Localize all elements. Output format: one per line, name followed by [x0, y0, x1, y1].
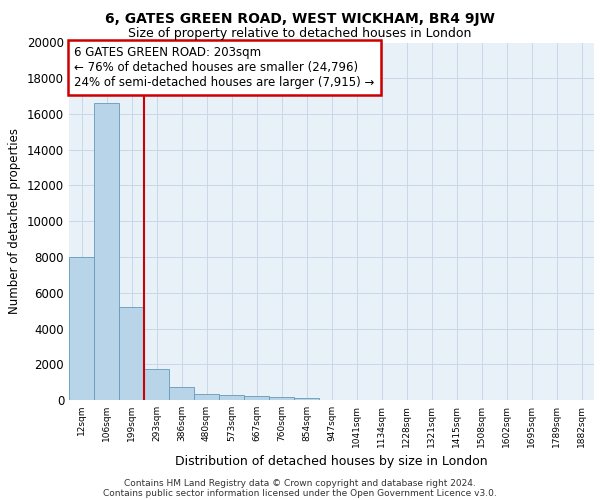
- Bar: [169, 388, 194, 400]
- Bar: [94, 104, 119, 400]
- Text: Size of property relative to detached houses in London: Size of property relative to detached ho…: [128, 28, 472, 40]
- Text: Contains HM Land Registry data © Crown copyright and database right 2024.: Contains HM Land Registry data © Crown c…: [124, 478, 476, 488]
- Bar: [69, 257, 94, 400]
- Bar: [144, 368, 169, 400]
- Bar: [244, 396, 269, 400]
- Text: 6 GATES GREEN ROAD: 203sqm
← 76% of detached houses are smaller (24,796)
24% of : 6 GATES GREEN ROAD: 203sqm ← 76% of deta…: [74, 46, 374, 89]
- Bar: [119, 307, 144, 400]
- Text: Contains public sector information licensed under the Open Government Licence v3: Contains public sector information licen…: [103, 488, 497, 498]
- Bar: [194, 394, 219, 400]
- Text: 6, GATES GREEN ROAD, WEST WICKHAM, BR4 9JW: 6, GATES GREEN ROAD, WEST WICKHAM, BR4 9…: [105, 12, 495, 26]
- Bar: [219, 395, 244, 400]
- Bar: [294, 398, 319, 400]
- Y-axis label: Number of detached properties: Number of detached properties: [8, 128, 22, 314]
- Bar: [269, 398, 294, 400]
- X-axis label: Distribution of detached houses by size in London: Distribution of detached houses by size …: [175, 456, 488, 468]
